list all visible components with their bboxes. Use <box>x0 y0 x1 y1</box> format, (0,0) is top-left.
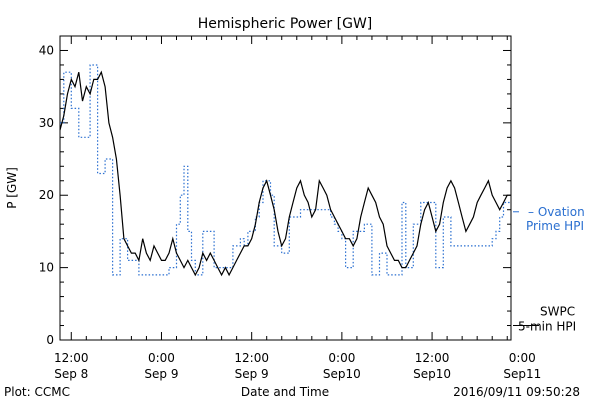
y-tick-label: 0 <box>46 333 54 347</box>
legend-ovation-label: – Ovation <box>528 205 585 219</box>
y-axis-label: P [GW] <box>5 167 19 209</box>
y-tick-label: 10 <box>39 261 54 275</box>
chart-title: Hemispheric Power [GW] <box>198 16 373 32</box>
legend-swpc-label-2: 5-min HPI <box>518 320 576 334</box>
x-tick-label-date: Sep10 <box>323 367 361 381</box>
y-tick-label: 20 <box>39 188 54 202</box>
swpc-series-line <box>59 70 511 277</box>
x-axis: 12:00 Sep 8 0:00 Sep 9 12:00 Sep 9 0:00 Sep10 12… <box>54 36 541 381</box>
x-tick-label-date: Sep11 <box>503 367 541 381</box>
ovation-prime-series-line <box>60 64 511 276</box>
legend-ovation-label-2: Prime HPI <box>526 219 584 233</box>
plot-frame <box>59 35 512 341</box>
x-tick-label-time: 0:00 <box>509 351 536 365</box>
x-tick-label-time: 0:00 <box>148 351 175 365</box>
x-tick-label-date: Sep 9 <box>144 367 178 381</box>
x-tick-label-date: Sep 9 <box>235 367 269 381</box>
legend-swpc-label: SWPC <box>540 305 575 319</box>
x-tick-label-time: 12:00 <box>54 351 89 365</box>
x-tick-label-time: 12:00 <box>415 351 450 365</box>
footer-left: Plot: CCMC <box>4 385 70 399</box>
series-layer <box>59 64 511 277</box>
x-tick-label-time: 0:00 <box>328 351 355 365</box>
footer-right: 2016/09/11 09:50:28 <box>453 385 580 399</box>
x-tick-label-date: Sep 8 <box>54 367 88 381</box>
x-tick-label-date: Sep10 <box>413 367 451 381</box>
x-axis-label: Date and Time <box>241 385 329 399</box>
y-tick-label: 30 <box>39 116 54 130</box>
x-tick-label-time: 12:00 <box>234 351 269 365</box>
y-tick-label: 40 <box>39 43 54 57</box>
y-axis: 0 10 20 30 40 <box>39 43 511 347</box>
